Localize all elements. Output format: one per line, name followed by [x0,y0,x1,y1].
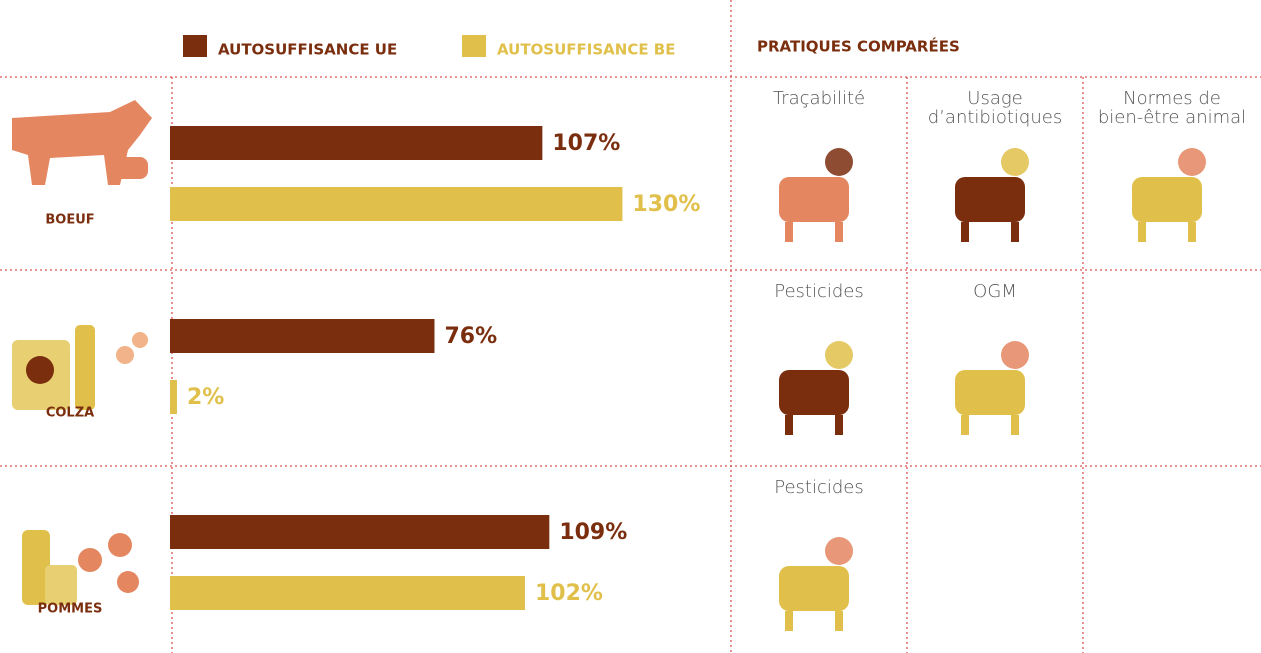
apple-illustration [22,530,139,605]
practice-icon [955,148,1029,242]
practice-icon [779,148,853,242]
icon-shape [955,370,1025,415]
value-label: 109% [559,520,627,545]
value-label: 130% [632,192,700,217]
icon-shape [1188,222,1196,242]
value-label: 102% [535,581,603,606]
icon-shape [1138,222,1146,242]
icon-shape [825,148,853,176]
practice-label: Pesticides [774,281,864,302]
bar [170,126,542,160]
legend-label: AUTOSUFFISANCE BE [497,41,676,59]
bar [170,187,622,221]
icon-shape [1011,222,1019,242]
value-label: 76% [444,324,497,349]
practice-label: Pesticides [774,477,864,498]
icon-shape [779,177,849,222]
legend-swatch [462,35,486,57]
bar [170,319,434,353]
icon-shape [785,222,793,242]
icon-shape [825,341,853,369]
practice-icon [779,341,853,435]
practices-title: PRATIQUES COMPARÉES [757,37,960,56]
value-label: 2% [187,385,224,410]
icon-shape [961,222,969,242]
icon-shape [825,537,853,565]
infographic: PRATIQUES COMPARÉES AUTOSUFFISANCE UE AUT… [0,0,1261,653]
bar [170,576,525,610]
icon-shape [785,611,793,631]
beef-illustration [12,100,152,185]
icon-shape [785,415,793,435]
icon-shape [955,177,1025,222]
icon-shape [779,566,849,611]
icon-shape [835,415,843,435]
value-label: 107% [552,131,620,156]
practice-icon [779,537,853,631]
legend-label: AUTOSUFFISANCE UE [218,41,397,59]
icon-shape [1001,341,1029,369]
category-label: COLZA [46,406,94,421]
category-label: POMMES [38,602,103,617]
legend-swatch [183,35,207,57]
category-label: BOEUF [45,213,94,228]
icon-shape [835,611,843,631]
icon-shape [961,415,969,435]
practice-label: Traçabilité [773,88,865,109]
bar [170,515,549,549]
practice-label: OGM [973,281,1017,302]
icon-shape [1011,415,1019,435]
colza-illustration [12,325,148,410]
icon-shape [1001,148,1029,176]
icon-shape [1178,148,1206,176]
practice-icon [955,341,1029,435]
icon-shape [835,222,843,242]
icon-shape [1132,177,1202,222]
bar [170,380,177,414]
practice-icon [1132,148,1206,242]
icon-shape [779,370,849,415]
